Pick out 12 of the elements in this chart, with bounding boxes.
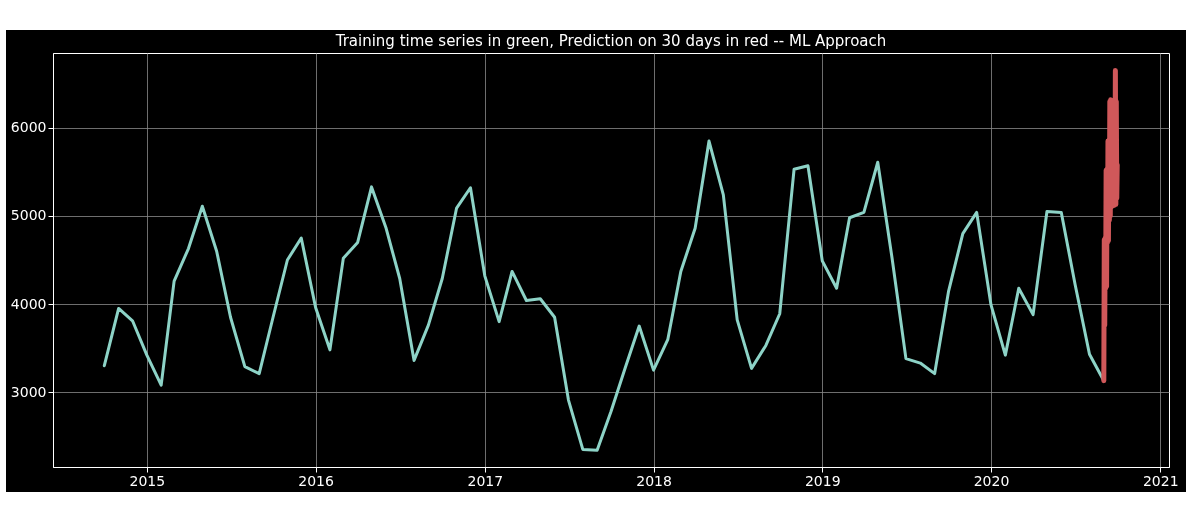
x-tick-label: 2017 — [467, 472, 504, 489]
x-tick-label: 2015 — [129, 472, 166, 489]
x-tick-label: 2018 — [636, 472, 672, 489]
chart-title: Training time series in green, Prediction on 30 days in red -- ML Approach — [334, 32, 887, 50]
x-tick-label: 2021 — [1142, 472, 1179, 489]
x-tick-label: 2016 — [298, 472, 334, 489]
y-tick-label: 3000 — [10, 383, 47, 400]
y-tick-label: 5000 — [10, 207, 47, 224]
x-tick-label: 2019 — [804, 472, 841, 489]
y-tick-label: 4000 — [10, 295, 47, 312]
y-tick-label: 6000 — [10, 119, 47, 136]
x-tick-label: 2020 — [973, 472, 1010, 489]
